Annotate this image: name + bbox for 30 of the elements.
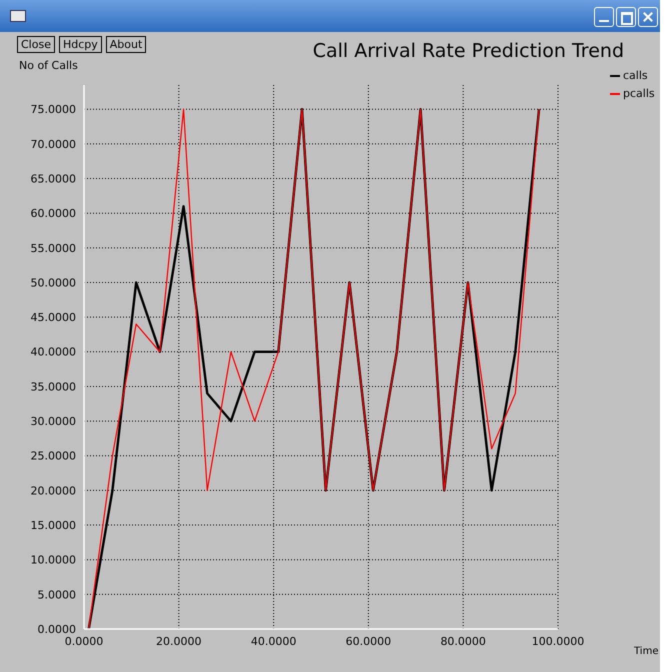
y-tick-label: 50.0000 [30, 276, 76, 290]
y-axis-title: No of Calls [19, 59, 78, 72]
y-tick-label: 5.0000 [38, 588, 76, 602]
y-tick-label: 70.0000 [30, 138, 76, 151]
x-tick-label: 60.0000 [346, 634, 392, 648]
x-tick-label: 80.0000 [440, 634, 486, 648]
toolbar-button: Hdcpy [58, 36, 102, 53]
y-tick-label: 75.0000 [30, 103, 76, 116]
y-tick-label: 15.0000 [30, 518, 76, 532]
x-tick-label: 0.0000 [64, 634, 104, 648]
y-tick-label: 45.0000 [30, 311, 76, 324]
toolbar-button: About [106, 36, 146, 53]
legend-label: pcalls [623, 87, 655, 100]
y-tick-label: 55.0000 [30, 242, 76, 255]
x-axis-title: Time [634, 646, 658, 657]
y-tick-label: 0.0000 [38, 622, 76, 636]
legend-label: calls [623, 69, 648, 82]
y-tick-label: 25.0000 [30, 450, 76, 463]
y-tick-label: 65.0000 [30, 172, 76, 186]
y-tick-label: 30.0000 [30, 415, 76, 428]
y-tick-label: 20.0000 [30, 484, 76, 498]
y-tick-label: 10.0000 [30, 554, 76, 567]
y-tick-label: 35.0000 [30, 380, 76, 394]
y-tick-label: 40.0000 [30, 346, 76, 359]
y-tick-label: 60.0000 [30, 207, 76, 220]
x-tick-label: 20.0000 [156, 634, 202, 648]
toolbar-button: Close [17, 36, 55, 53]
x-tick-label: 40.0000 [250, 634, 296, 648]
chart-title: Call Arrival Rate Prediction Trend [312, 40, 624, 62]
x-tick-label: 100.0000 [532, 634, 584, 648]
